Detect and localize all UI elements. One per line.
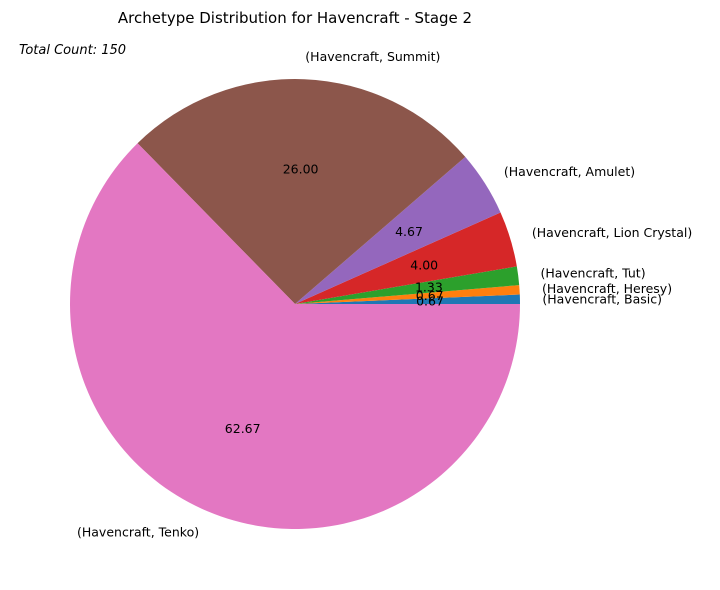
pie-value-label-2: 1.33 <box>415 280 443 295</box>
pie-slice-0 <box>295 294 520 304</box>
pie-value-label-3: 4.00 <box>410 258 438 273</box>
pie-value-label-4: 4.67 <box>395 224 423 239</box>
pie-category-label-3: (Havencraft, Lion Crystal) <box>532 225 692 240</box>
pie-category-label-6: (Havencraft, Tenko) <box>77 525 199 540</box>
pie-slice-1 <box>295 285 520 304</box>
pie-value-label-6: 62.67 <box>225 421 261 436</box>
total-count-annotation: Total Count: 150 <box>19 43 126 58</box>
pie-category-label-2: (Havencraft, Tut) <box>541 265 646 280</box>
pie-slice-4 <box>295 156 501 304</box>
pie-slice-5 <box>137 79 466 304</box>
pie-value-label-1: 0.67 <box>416 288 444 303</box>
pie-category-label-4: (Havencraft, Amulet) <box>504 164 635 179</box>
pie-category-label-0: (Havencraft, Basic) <box>542 291 662 306</box>
pie-slice-2 <box>295 266 520 304</box>
pie-category-label-5: (Havencraft, Summit) <box>305 49 440 64</box>
pie-slice-6 <box>70 143 521 530</box>
chart-title: Archetype Distribution for Havencraft - … <box>118 9 472 27</box>
pie-slice-3 <box>295 212 517 304</box>
pie-labels: 0.67 (Havencraft, Basic) 0.67 (Havencraft, … <box>77 49 692 540</box>
pie-category-label-1: (Havencraft, Heresy) <box>542 281 672 296</box>
pie-value-label-0: 0.67 <box>416 294 444 309</box>
pie-slices <box>70 79 521 530</box>
pie-value-label-5: 26.00 <box>283 162 319 177</box>
